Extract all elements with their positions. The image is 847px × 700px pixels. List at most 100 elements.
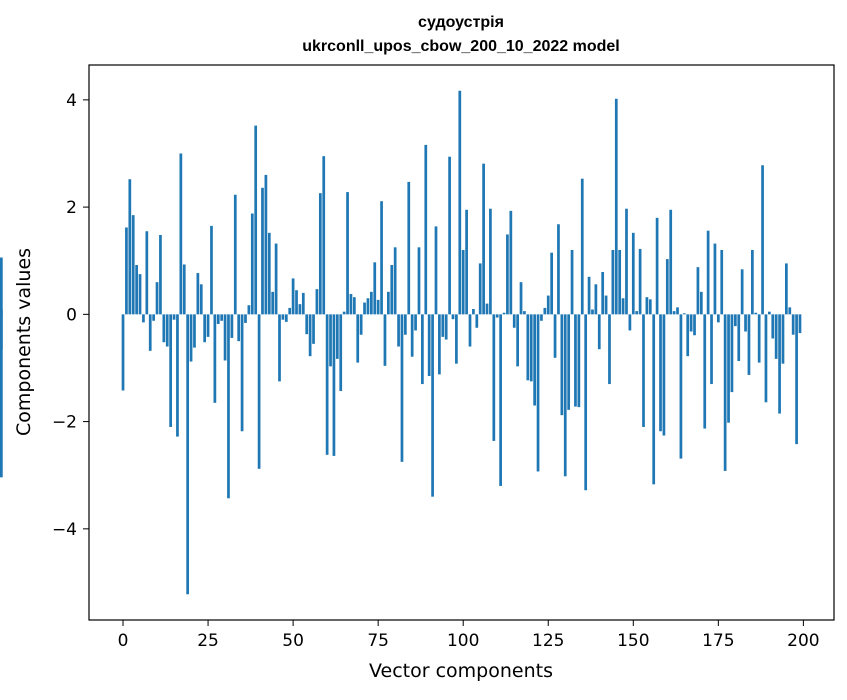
bar-component-162 — [672, 311, 676, 315]
bar-component-23 — [199, 284, 203, 315]
bar-component-28 — [216, 314, 220, 324]
x-tick-label: 150 — [617, 631, 649, 651]
bar-component-111 — [499, 314, 502, 486]
bar-component-93 — [438, 314, 441, 375]
bar-component-95 — [444, 314, 448, 340]
bar-component-21 — [193, 314, 196, 348]
bar-component-175 — [716, 314, 720, 323]
bar-component-168 — [693, 314, 696, 336]
x-tick-label: 125 — [532, 631, 564, 651]
bar-component-135 — [580, 178, 584, 315]
bar-component-72 — [366, 298, 370, 315]
bar-component-11 — [159, 234, 162, 315]
bar-component-110 — [495, 314, 499, 318]
bar-component-155 — [648, 299, 652, 315]
bar-component-189 — [764, 314, 768, 403]
bar-component-86 — [414, 314, 417, 331]
bar-component-89 — [424, 144, 428, 315]
bar-component-125 — [546, 295, 550, 315]
bar-component-143 — [608, 314, 611, 385]
bar-component-38 — [250, 213, 254, 315]
bar-component-147 — [621, 298, 625, 315]
bar-component-75 — [376, 299, 380, 315]
bar-component-68 — [352, 297, 356, 315]
bar-component-101 — [465, 209, 468, 315]
bar-component-87 — [417, 247, 421, 315]
bar-component-159 — [662, 314, 666, 436]
bar-component-24 — [203, 314, 207, 343]
bar-component-156 — [652, 314, 656, 485]
bar-component-128 — [557, 224, 560, 315]
bar-component-117 — [519, 282, 523, 315]
bar-component-84 — [407, 181, 411, 315]
bar-component-6 — [142, 314, 145, 323]
bar-component-104 — [475, 314, 479, 328]
chart-title: судоустрія — [418, 14, 504, 31]
bar-component-170 — [699, 291, 703, 315]
x-tick-label: 200 — [787, 631, 819, 651]
y-tick-label: 4 — [66, 91, 77, 111]
bar-component-1 — [125, 227, 128, 315]
bar-component-138 — [591, 309, 594, 315]
bar-component-64 — [339, 314, 343, 392]
bar-component-91 — [431, 314, 434, 497]
bar-component-44 — [271, 291, 275, 315]
bar-component-61 — [329, 314, 332, 367]
bar-component-102 — [468, 314, 472, 347]
bar-component-5 — [138, 274, 142, 315]
bar-component-150 — [631, 232, 635, 315]
bar-component-166 — [686, 314, 690, 357]
bar-component-195 — [785, 263, 788, 315]
bar-component-43 — [267, 232, 271, 315]
bar-component-154 — [645, 297, 649, 315]
bar-component-53 — [301, 292, 305, 315]
bar-component-148 — [625, 208, 628, 315]
bar-component-132 — [570, 250, 574, 315]
bar-component-169 — [696, 267, 700, 315]
bar-component-152 — [638, 248, 642, 315]
bar-component-106 — [482, 163, 485, 315]
bar-component-79 — [390, 265, 394, 315]
bar-component-25 — [206, 314, 210, 337]
bar-component-85 — [410, 314, 414, 357]
bar-component-178 — [727, 314, 730, 423]
bar-component-82 — [400, 314, 404, 462]
bar-component-7 — [145, 231, 149, 315]
bar-component-199 — [798, 314, 802, 334]
bar-component-65 — [342, 311, 346, 315]
bar-component-58 — [318, 193, 322, 315]
bar-component-149 — [628, 314, 632, 331]
bar-component-97 — [451, 314, 455, 320]
bar-component-99 — [458, 90, 462, 315]
bar-component-33 — [233, 194, 237, 315]
bar-component-118 — [523, 311, 526, 315]
bar-component-198 — [795, 314, 798, 445]
bar-component-115 — [512, 314, 516, 328]
bar-component-46 — [278, 314, 281, 382]
bar-component-31 — [227, 314, 230, 499]
bar-component-173 — [710, 314, 713, 385]
bar-component-136 — [584, 314, 588, 491]
bar-component-176 — [720, 250, 724, 315]
bar-component-96 — [448, 156, 451, 315]
x-tick-label: 25 — [197, 631, 219, 651]
bar-component-83 — [404, 314, 407, 335]
bar-component-27 — [213, 314, 217, 403]
bar-component-142 — [604, 295, 608, 315]
bar-component-67 — [349, 293, 353, 315]
bar-component-60 — [325, 314, 329, 455]
bar-component-34 — [237, 314, 241, 342]
bars-layer — [0, 90, 802, 595]
bar-component-103 — [472, 308, 475, 315]
bar-component-180 — [733, 314, 737, 327]
x-tick-label: 175 — [702, 631, 734, 651]
bar-component-9 — [152, 314, 155, 321]
bar-component-129 — [560, 314, 564, 416]
bar-component-4 — [135, 265, 138, 315]
y-tick-label: 0 — [66, 305, 77, 325]
bar-component-109 — [492, 314, 496, 441]
bar-component-177 — [723, 314, 727, 471]
x-tick-label: 100 — [447, 631, 479, 651]
bar-component-20 — [189, 314, 193, 362]
